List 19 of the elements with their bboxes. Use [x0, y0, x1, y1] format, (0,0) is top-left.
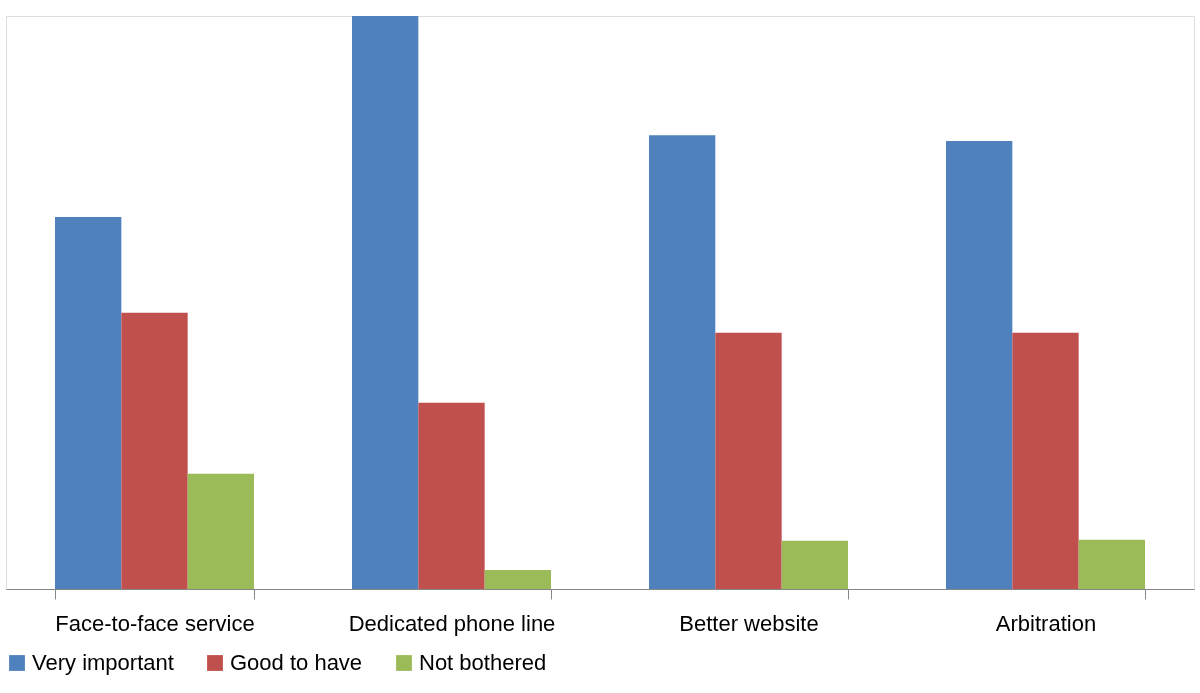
bar — [484, 570, 551, 589]
bar — [649, 135, 716, 589]
x-tick-label: Dedicated phone line — [348, 610, 556, 636]
bar — [946, 140, 1013, 589]
bar — [352, 16, 419, 589]
bar — [121, 312, 188, 589]
bar — [781, 540, 848, 589]
bar — [1078, 539, 1145, 589]
x-tick-label: Arbitration — [995, 610, 1097, 636]
bar — [418, 402, 485, 589]
bar — [187, 473, 254, 589]
legend-label: Very important — [32, 650, 174, 675]
x-tick-label: Face-to-face service — [55, 610, 255, 636]
bar — [1012, 332, 1079, 589]
x-tick-label: Better website — [679, 610, 819, 636]
legend-label: Good to have — [230, 650, 363, 675]
bar — [55, 217, 122, 589]
bar — [715, 332, 782, 589]
legend-label: Not bothered — [419, 650, 547, 675]
